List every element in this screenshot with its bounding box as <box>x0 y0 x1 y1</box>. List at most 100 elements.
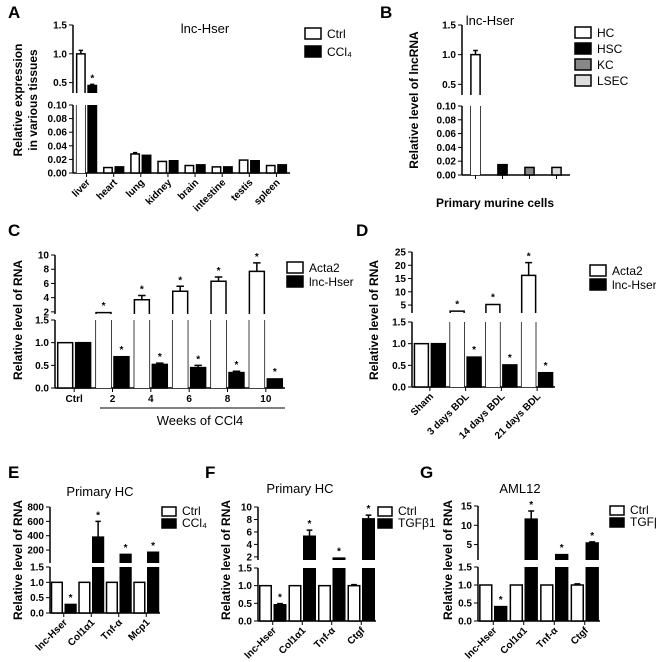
bar-ctrl <box>78 581 91 614</box>
bar-ctrl <box>133 581 146 614</box>
y-tick-label: 0.5 <box>392 361 406 372</box>
x-tick-label: 10 <box>260 394 272 405</box>
significance-marker: * <box>560 543 564 554</box>
legend-label: Ctrl <box>327 27 346 41</box>
bar-fill <box>76 53 86 93</box>
panel-d: D 0.0 0.5 1.0 1.5 5 10 15 20 25 Relative level of … <box>356 221 656 442</box>
y-tick-label: 10 <box>395 287 407 298</box>
y-tick-label: 8 <box>246 515 252 526</box>
y-tick-label: 0.10 <box>437 102 457 113</box>
x-tick-label: Col1α1 <box>498 625 530 657</box>
y-axis-label: Relative level of lncRNA <box>407 31 421 169</box>
bar-fill <box>120 554 131 563</box>
y-tick-label: 0.10 <box>48 101 68 112</box>
y-tick-label: 0.04 <box>48 141 68 152</box>
bar-lnc-hser <box>113 355 130 389</box>
significance-marker: * <box>102 301 106 312</box>
legend-swatch <box>377 518 393 529</box>
chart-title: AML12 <box>499 481 540 496</box>
bar-ctrl <box>238 159 249 174</box>
y-axis-label-line: Relative expression <box>11 44 25 157</box>
y-tick-label: 1.0 <box>392 339 406 350</box>
error-bar <box>306 529 313 537</box>
y-tick-label: 4 <box>246 540 252 551</box>
bar-fill <box>521 275 536 313</box>
legend-swatch <box>589 264 607 277</box>
error-bar <box>277 602 283 605</box>
y-tick-label: 400 <box>27 531 44 542</box>
significance-marker: * <box>151 541 155 552</box>
y-axis-label-line: Relative level of RNA <box>441 500 455 620</box>
y-tick-label: 800 <box>27 503 44 514</box>
y-tick-label: 0.00 <box>48 169 68 180</box>
y-tick-label: 0.0 <box>238 617 252 628</box>
x-tick-label: 6 <box>186 394 192 405</box>
bar-fill <box>249 271 265 314</box>
y-tick-label: 1.0 <box>53 49 67 60</box>
error-bar <box>253 262 261 272</box>
error-bar <box>473 49 478 55</box>
significance-marker: * <box>508 353 512 364</box>
y-tick-label: 10 <box>461 521 473 532</box>
y-tick-label: 0.02 <box>437 157 457 168</box>
y-axis-label-line: Relative level of RNA <box>219 500 233 620</box>
legend-label: TGFβ1 <box>398 516 436 530</box>
legend-swatch <box>161 518 177 529</box>
bar-lnc-hser <box>189 366 207 389</box>
bar-ccl₄-upper <box>92 536 105 563</box>
y-tick-label: 0.08 <box>437 115 457 126</box>
significance-marker: * <box>590 531 594 542</box>
significance-marker: * <box>120 345 124 356</box>
bar-fill <box>172 291 188 314</box>
error-bar <box>589 541 596 544</box>
y-tick-label: 25 <box>395 248 407 259</box>
bar-fill <box>88 105 97 173</box>
x-tick-label: lung <box>124 177 147 200</box>
significance-marker: * <box>196 354 200 365</box>
y-tick-label: 0.5 <box>442 80 456 91</box>
bar-fill <box>333 568 345 621</box>
bar-ctrl <box>509 584 524 622</box>
bar-ccl₄ <box>222 166 233 174</box>
panel-label: G <box>420 463 433 482</box>
y-axis-label-line: Relative level of RNA <box>11 260 25 380</box>
bar-fill <box>555 554 568 560</box>
bar-ctrl <box>105 581 119 614</box>
bar-fill <box>249 320 265 388</box>
bar-acta2 <box>56 341 74 389</box>
bar-lnc-hser <box>151 363 169 389</box>
bar-ccl₄-upper <box>119 553 132 563</box>
x-tick-label: Ctgf <box>569 625 591 647</box>
bar-fill <box>586 567 599 621</box>
x-axis-label: Primary murine cells <box>436 196 554 210</box>
y-tick-label: 1.0 <box>30 578 44 589</box>
y-tick-label: 0.0 <box>458 617 472 628</box>
y-tick-label: 1.5 <box>392 318 406 329</box>
bar-ctrl <box>265 164 276 174</box>
significance-marker: * <box>367 504 371 515</box>
y-axis-label: Relative level of RNA <box>11 500 25 620</box>
y-tick-label: 0.04 <box>437 143 457 154</box>
panel-label: D <box>356 221 368 240</box>
bar-fill <box>134 320 150 388</box>
significance-marker: * <box>217 266 221 277</box>
bar-lnc-hser <box>266 378 284 389</box>
bar-fill <box>521 322 536 387</box>
error-bar <box>365 514 372 519</box>
y-tick-label: 0.0 <box>30 609 44 620</box>
legend-swatch <box>286 261 304 274</box>
bar-fill <box>303 536 316 560</box>
x-tick-label: lnc-Hser <box>243 625 279 661</box>
y-tick-label: 1.5 <box>35 316 49 327</box>
bar-fill <box>96 320 111 388</box>
bar-ctrl <box>288 584 302 622</box>
bar-acta2-upper <box>95 311 112 314</box>
bar-fill <box>525 519 538 560</box>
bar-lnc-hser <box>502 364 518 388</box>
legend-label: Acta2 <box>309 261 340 275</box>
significance-marker: * <box>90 73 94 84</box>
bar-fill <box>120 567 131 613</box>
legend-swatch <box>609 517 625 528</box>
